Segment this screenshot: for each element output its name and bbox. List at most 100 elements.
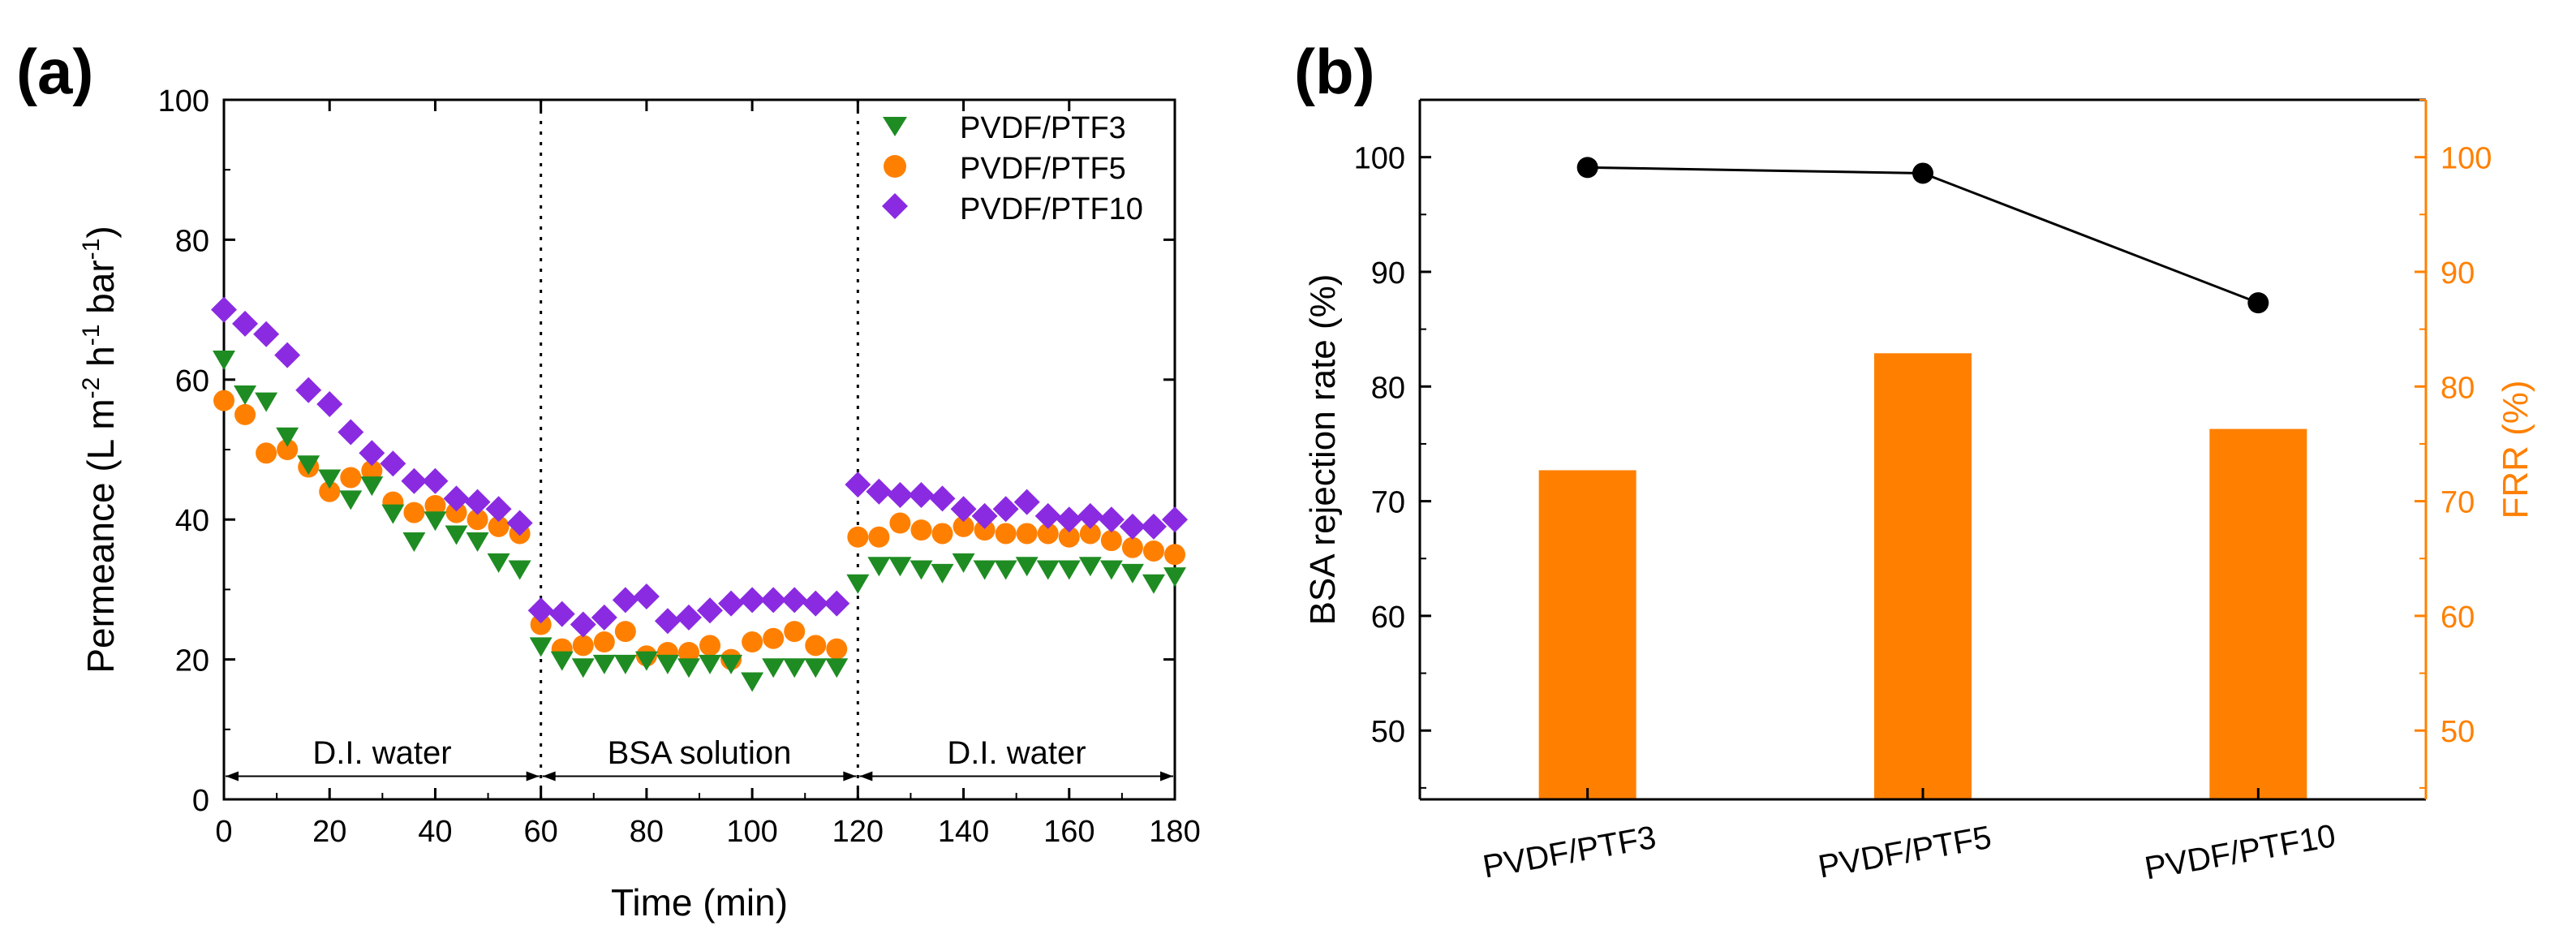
data-point-pvdf-ptf10 [359, 440, 385, 467]
phase-arrow-head [542, 771, 556, 782]
data-point-pvdf-ptf10 [422, 467, 449, 494]
data-point-pvdf-ptf3 [445, 525, 468, 545]
data-point-pvdf-ptf10 [887, 482, 914, 509]
data-point-pvdf-ptf5 [868, 526, 890, 548]
data-point-pvdf-ptf10 [802, 590, 829, 617]
data-point-pvdf-ptf10 [824, 590, 850, 617]
data-point-pvdf-ptf10 [866, 478, 892, 505]
data-point-pvdf-ptf5 [784, 621, 806, 643]
data-point-pvdf-ptf5 [403, 502, 425, 523]
data-point-pvdf-ptf5 [889, 512, 911, 534]
data-point-pvdf-ptf10 [992, 496, 1019, 523]
phase-arrow-head [843, 771, 857, 782]
data-point-pvdf-ptf10 [527, 597, 554, 624]
data-point-pvdf-ptf3 [888, 557, 912, 577]
x-tick-label: 180 [1149, 815, 1200, 849]
data-point-pvdf-ptf3 [1163, 567, 1186, 588]
right-tick-label: 60 [2441, 601, 2475, 635]
right-tick-label: 50 [2441, 715, 2475, 749]
y-tick-label: 60 [175, 364, 209, 398]
data-point-pvdf-ptf5 [699, 635, 721, 657]
data-point-pvdf-ptf3 [1099, 560, 1123, 580]
panel-b-label: (b) [1294, 36, 1375, 107]
x-tick-label: 140 [938, 815, 989, 849]
data-point-pvdf-ptf5 [256, 442, 277, 464]
data-point-pvdf-ptf3 [297, 455, 320, 476]
right-tick-label: 100 [2441, 142, 2492, 176]
data-point-pvdf-ptf10 [1013, 489, 1040, 515]
data-point-pvdf-ptf3 [592, 654, 616, 674]
panel-b-right-ticks: 50 60 70 80 90 100 [2415, 99, 2492, 789]
panel-b-left-ticks: 50 60 70 80 90 100 [1354, 142, 1431, 789]
data-point-pvdf-ptf5 [1037, 523, 1059, 545]
data-point-pvdf-ptf3 [466, 532, 489, 553]
data-point-pvdf-ptf3 [318, 469, 342, 489]
data-point-pvdf-ptf3 [973, 560, 996, 580]
panel-b-left-axis-title: BSA rejection rate (%) [1303, 274, 1343, 626]
data-point-pvdf-ptf10 [1077, 502, 1103, 529]
data-point-pvdf-ptf3 [529, 637, 553, 657]
ylabel-sup: -1 [78, 325, 105, 347]
data-point-pvdf-ptf10 [506, 510, 533, 536]
data-point-pvdf-ptf3 [1142, 574, 1165, 594]
data-point-pvdf-ptf5 [1016, 523, 1038, 545]
data-point-pvdf-ptf5 [277, 439, 299, 460]
data-point-pvdf-ptf10 [1140, 513, 1167, 540]
data-point-pvdf-ptf3 [783, 658, 806, 678]
x-tick-label: 100 [726, 815, 777, 849]
x-tick-label: 120 [832, 815, 884, 849]
data-point-pvdf-ptf5 [361, 459, 383, 481]
data-point-pvdf-ptf10 [380, 450, 406, 477]
data-point-pvdf-ptf10 [697, 597, 724, 624]
legend-marker-ptf10 [882, 193, 908, 219]
panel-a-x-axis-title: Time (min) [611, 881, 788, 924]
data-point-pvdf-ptf5 [1121, 536, 1143, 558]
panel-b-right-axis-title: FRR (%) [2496, 380, 2535, 519]
data-point-pvdf-ptf5 [1079, 523, 1101, 545]
data-point-pvdf-ptf10 [1034, 502, 1061, 529]
frr-bar [2209, 428, 2307, 799]
data-point-pvdf-ptf3 [213, 350, 235, 370]
data-point-pvdf-ptf3 [508, 560, 531, 580]
data-point-pvdf-ptf5 [614, 621, 636, 643]
rejection-point [1912, 162, 1933, 184]
data-point-pvdf-ptf3 [339, 490, 363, 510]
data-point-pvdf-ptf10 [845, 472, 871, 498]
panel-a: (a) 0 20 40 60 80 100 0 20 40 60 80 100 120 140 160 18… [16, 36, 1201, 924]
rejection-point [1576, 157, 1598, 179]
phase-arrow-head [859, 771, 873, 782]
left-tick-label: 60 [1371, 601, 1405, 635]
data-point-pvdf-ptf10 [316, 390, 343, 417]
data-point-pvdf-ptf10 [1162, 506, 1188, 533]
ylabel-part: ) [80, 226, 122, 238]
data-point-pvdf-ptf3 [234, 385, 257, 406]
data-point-pvdf-ptf5 [1164, 544, 1185, 566]
data-point-pvdf-ptf5 [742, 631, 763, 653]
data-point-pvdf-ptf3 [571, 658, 595, 678]
data-point-pvdf-ptf10 [464, 489, 491, 515]
x-tick-label: 60 [524, 815, 558, 849]
category-label: PVDF/PTF3 [1480, 820, 1658, 885]
data-point-pvdf-ptf5 [234, 403, 256, 425]
data-point-pvdf-ptf5 [826, 638, 848, 660]
data-point-pvdf-ptf5 [974, 519, 996, 541]
rejection-line [1587, 166, 2259, 304]
data-point-pvdf-ptf3 [1015, 557, 1039, 577]
frr-bar [1538, 470, 1636, 799]
data-point-pvdf-ptf3 [255, 392, 278, 412]
y-tick-label: 40 [175, 504, 209, 538]
panel-b: (b) 50 60 70 80 90 100 50 60 70 80 90 100 PVDF/PTF… [1294, 36, 2535, 887]
data-point-pvdf-ptf10 [211, 296, 237, 323]
data-point-pvdf-ptf5 [805, 635, 827, 657]
data-point-pvdf-ptf3 [720, 654, 743, 674]
data-point-pvdf-ptf10 [718, 590, 745, 617]
data-point-pvdf-ptf10 [760, 587, 787, 614]
data-point-pvdf-ptf3 [656, 654, 679, 674]
data-point-pvdf-ptf10 [253, 321, 280, 347]
data-point-pvdf-ptf10 [485, 496, 512, 523]
data-point-pvdf-ptf10 [401, 467, 428, 494]
data-point-pvdf-ptf5 [445, 502, 467, 523]
panel-a-legend: PVDF/PTF3 PVDF/PTF5 PVDF/PTF10 [882, 111, 1143, 226]
data-point-pvdf-ptf3 [276, 427, 299, 447]
panel-a-label: (a) [16, 36, 93, 107]
